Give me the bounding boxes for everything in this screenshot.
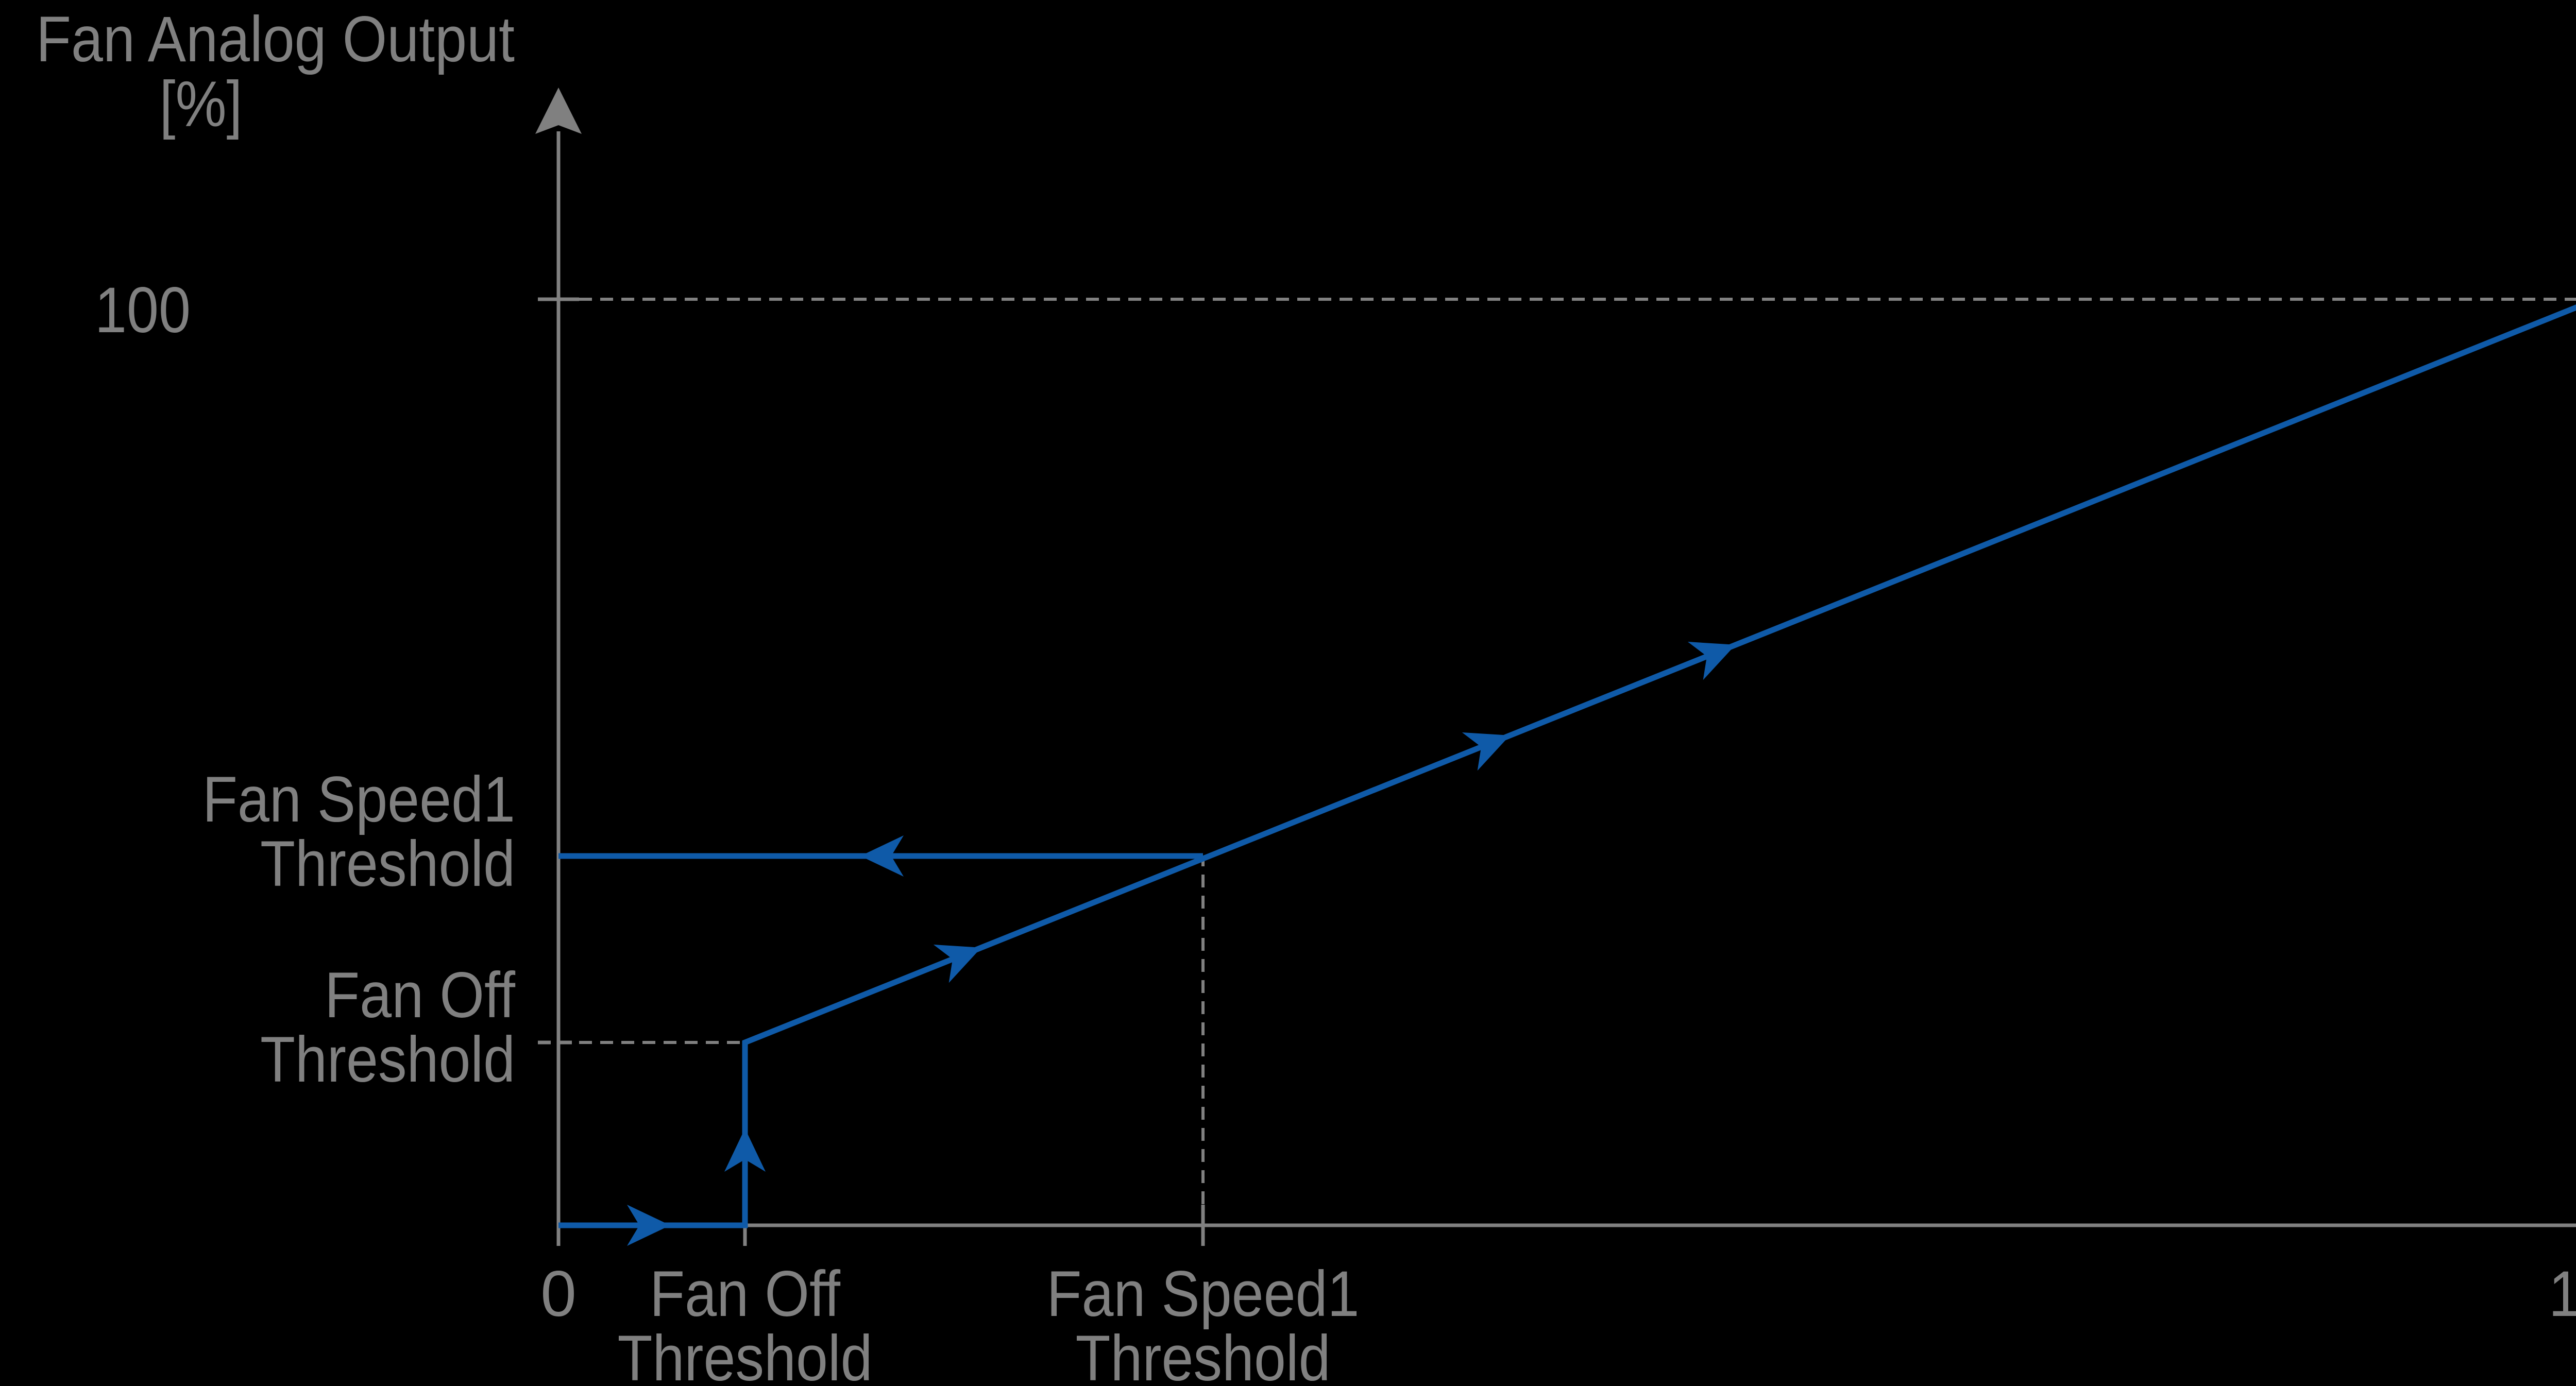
svg-text:Fan Analog Output: Fan Analog Output [36,4,515,75]
svg-text:Fan Off: Fan Off [650,1258,840,1330]
svg-text:Fan Speed1: Fan Speed1 [202,764,515,835]
svg-text:100: 100 [2549,1258,2576,1330]
svg-text:0: 0 [540,1258,577,1330]
svg-text:Threshold: Threshold [1076,1323,1331,1386]
svg-text:Threshold: Threshold [260,1024,515,1096]
svg-text:Threshold: Threshold [618,1323,873,1386]
svg-text:Fan Speed1: Fan Speed1 [1047,1258,1360,1330]
svg-text:Threshold: Threshold [260,828,515,900]
svg-text:Fan Off: Fan Off [325,960,515,1031]
svg-text:100: 100 [95,275,191,346]
svg-text:[%]: [%] [160,69,243,140]
